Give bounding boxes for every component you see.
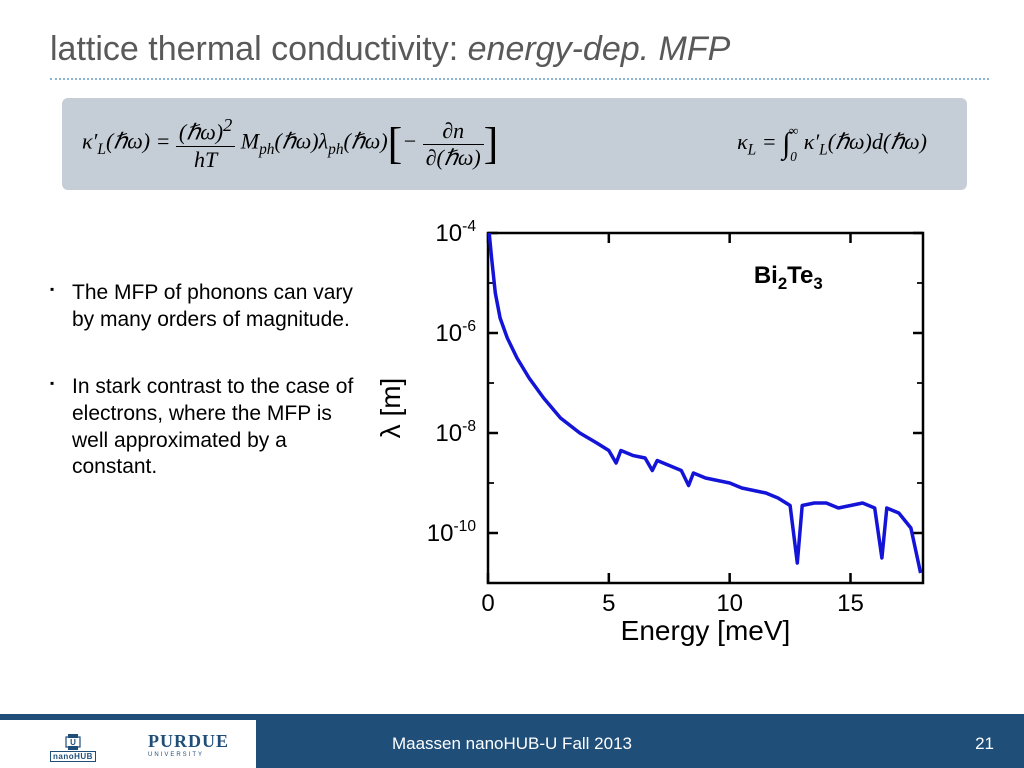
title-main: lattice thermal conductivity: [50,30,468,68]
svg-text:10-6: 10-6 [435,318,476,347]
svg-text:10-8: 10-8 [435,418,476,447]
svg-text:5: 5 [602,590,615,617]
bullet-item: In stark contrast to the case of electro… [50,374,360,482]
svg-text:0: 0 [481,590,494,617]
equation-box: κ′L(ℏω) = (ℏω)2hT Mph(ℏω)λph(ℏω)[− ∂n∂(ℏ… [62,98,967,190]
equation-right: κL = ∫0∞ κ′L(ℏω)d(ℏω) [737,123,927,165]
bullet-list: The MFP of phonons can vary by many orde… [50,280,360,521]
svg-text:10-4: 10-4 [435,218,476,247]
slide-title: lattice thermal conductivity: energy-dep… [50,30,730,69]
svg-text:λ [m]: λ [m] [378,378,406,439]
mfp-chart: 0 5 10 15 10-10 10-8 10-6 10-4 Energy [meV] λ [m]… [378,218,948,648]
page-number: 21 [975,734,994,754]
title-italic: energy-dep. MFP [468,30,731,68]
svg-text:15: 15 [837,590,864,617]
equation-left: κ′L(ℏω) = (ℏω)2hT Mph(ℏω)λph(ℏω)[− ∂n∂(ℏ… [82,115,498,172]
bullet-item: The MFP of phonons can vary by many orde… [50,280,360,334]
svg-text:Energy [meV]: Energy [meV] [621,615,791,646]
svg-text:10-10: 10-10 [427,518,477,547]
footer-center-text: Maassen nanoHUB-U Fall 2013 [0,734,1024,754]
slide-footer: U nanoHUB PURDUE UNIVERSITY Maassen nano… [0,712,1024,768]
svg-text:Bi2Te3: Bi2Te3 [754,262,823,293]
svg-text:10: 10 [716,590,743,617]
title-underline [50,78,989,80]
